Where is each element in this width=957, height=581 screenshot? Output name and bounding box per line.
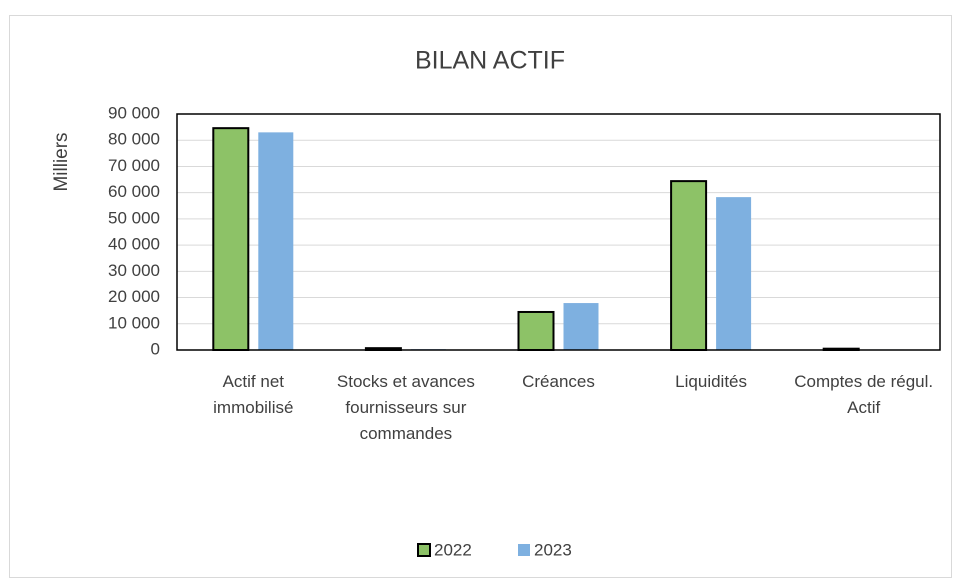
chart-border [9,15,952,578]
y-tick-label: 40 000 [108,235,160,254]
bar [258,132,294,350]
y-tick-label: 80 000 [108,130,160,149]
chart-title: BILAN ACTIF [415,47,565,75]
plot-border [176,113,941,351]
legend-swatch [518,544,530,556]
y-tick-label: 0 [151,339,160,358]
bar [716,197,752,350]
bar [670,180,708,351]
legend-label: 2022 [434,540,472,559]
x-tick-label: Actif net immobilisé [213,372,294,417]
y-tick-label: 30 000 [108,261,160,280]
y-tick-label: 70 000 [108,156,160,175]
legend-label: 2023 [534,540,572,559]
bar [517,310,555,352]
y-axis-label: Milliers [51,132,72,191]
x-tick-label: Comptes de régul. Actif [794,372,934,417]
x-tick-label: Stocks et avances fournisseurs sur comma… [336,372,475,443]
legend-swatch [417,543,431,557]
y-tick-label: 20 000 [108,287,160,306]
y-tick-label: 10 000 [108,313,160,332]
y-tick-label: 50 000 [108,208,160,227]
x-tick-label: Liquidités [675,372,747,391]
bar [563,303,599,350]
bar [212,127,250,351]
x-tick-label: Créances [522,372,595,391]
y-tick-label: 60 000 [108,182,160,201]
y-tick-label: 90 000 [108,103,160,122]
